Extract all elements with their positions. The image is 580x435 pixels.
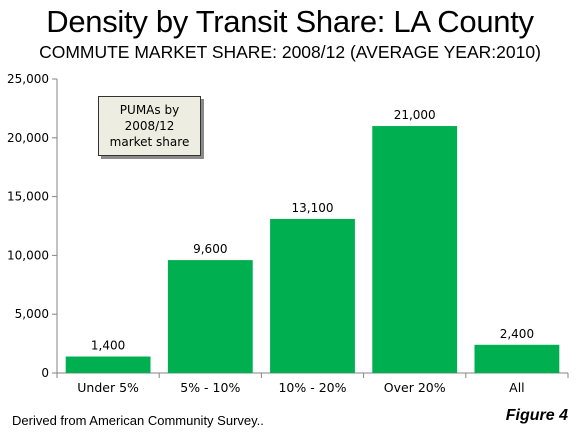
y-tick-label: 20,000 [7, 131, 49, 145]
x-category-label: All [509, 380, 525, 395]
y-tick-label: 25,000 [7, 72, 49, 86]
bar [167, 260, 253, 373]
annotation-line: 2008/12 [124, 119, 175, 133]
chart-subtitle: COMMUTE MARKET SHARE: 2008/12 (AVERAGE Y… [39, 42, 541, 62]
bar-value-label: 2,400 [500, 327, 534, 341]
y-tick-label: 5,000 [15, 307, 49, 321]
bar-value-label: 21,000 [394, 108, 436, 122]
bar [270, 218, 355, 373]
bar-value-label: 1,400 [91, 339, 125, 353]
annotation-line: PUMAs by [119, 103, 180, 117]
bar-value-label: 13,100 [292, 201, 334, 215]
annotation-line: market share [109, 135, 190, 149]
x-category-label: 10% - 20% [278, 380, 346, 395]
bar [474, 344, 560, 373]
x-category-label: Under 5% [77, 380, 139, 395]
annotation-box: PUMAs by 2008/12 market share [98, 96, 201, 156]
bar [65, 356, 151, 373]
x-category-label: 5% - 10% [180, 380, 240, 395]
y-tick-label: 10,000 [7, 248, 49, 262]
bar-value-label: 9,600 [193, 242, 227, 256]
figure-label: Figure 4 [505, 407, 568, 424]
y-tick-label: 0 [41, 366, 49, 380]
data-labels: 1,400 9,600 13,100 21,000 2,400 [91, 108, 534, 352]
chart-title: Density by Transit Share: LA County [46, 4, 534, 39]
x-category-label: Over 20% [384, 380, 446, 395]
source-note: Derived from American Community Survey.. [12, 413, 264, 428]
bar [372, 126, 458, 373]
x-axis: Under 5% 5% - 10% 10% - 20% Over 20% All [56, 372, 569, 395]
y-tick-label: 15,000 [7, 190, 49, 204]
bars [65, 126, 560, 373]
y-axis: 0 5,000 10,000 15,000 20,000 25,000 [7, 72, 58, 380]
